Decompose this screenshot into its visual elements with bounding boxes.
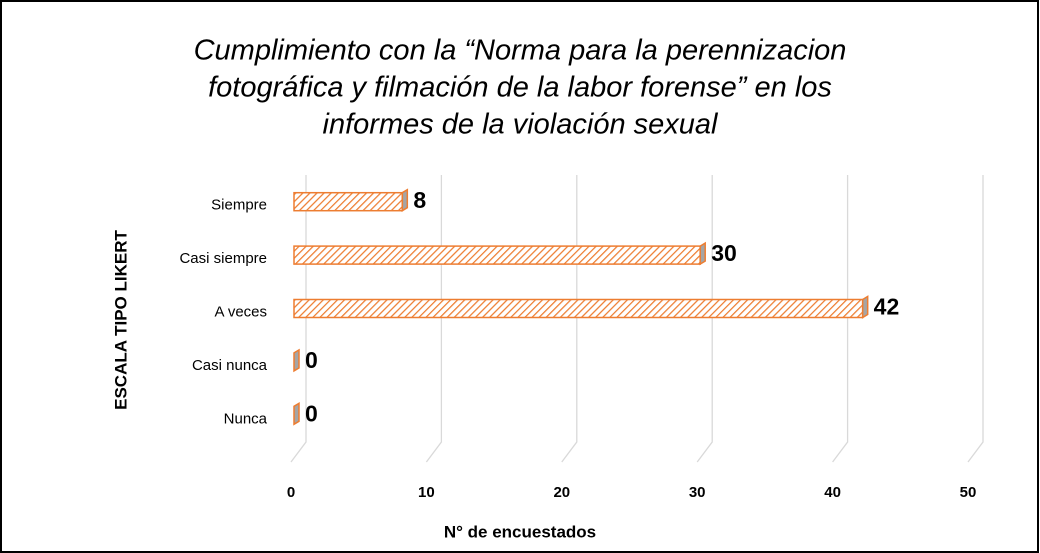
bar-depth	[401, 188, 409, 213]
y-tick-label: Casi nunca	[192, 357, 268, 374]
chart-title: fotográfica y filmación de la labor fore…	[208, 72, 832, 104]
bar	[293, 245, 701, 265]
bar-depth	[699, 241, 706, 266]
x-tick-label: 30	[689, 484, 706, 501]
bar-depth	[293, 401, 300, 426]
y-tick-label: Siempre	[211, 197, 267, 214]
data-label: 8	[413, 187, 426, 213]
grid-line	[832, 175, 849, 463]
data-label: 30	[711, 240, 737, 266]
data-label: 0	[305, 347, 318, 373]
data-label: 42	[874, 294, 900, 320]
data-label: 0	[305, 400, 318, 426]
x-tick-label: 40	[824, 484, 841, 501]
x-tick-label: 0	[287, 484, 295, 501]
y-tick-label: Casi siempre	[179, 250, 267, 267]
grid-line	[967, 175, 984, 463]
x-tick-label: 10	[418, 484, 435, 501]
x-tick-label: 50	[960, 484, 977, 501]
y-tick-label: Nunca	[224, 410, 268, 427]
chart-title: Cumplimiento con la “Norma para la peren…	[194, 35, 847, 67]
x-tick-label: 20	[553, 484, 570, 501]
y-axis-title: ESCALA TIPO LIKERT	[111, 230, 130, 410]
bar	[293, 298, 864, 319]
bar-depth	[861, 295, 869, 319]
bar-depth	[293, 348, 300, 373]
bar	[293, 191, 404, 212]
x-axis-title: N° de encuestados	[444, 522, 596, 541]
grid-line	[696, 175, 713, 463]
chart-title: informes de la violación sexual	[323, 109, 719, 141]
y-tick-label: A veces	[214, 303, 267, 320]
